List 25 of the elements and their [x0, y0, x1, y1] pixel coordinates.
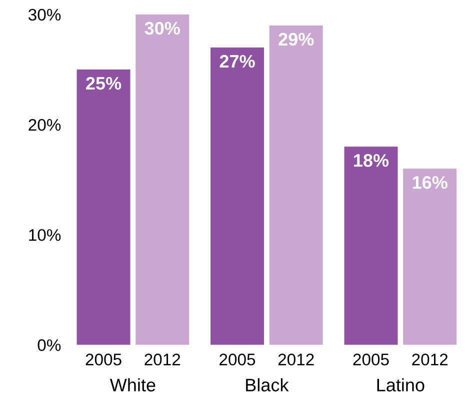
bar: [76, 70, 130, 345]
text: 2012: [278, 354, 314, 366]
y-tick-label: 20%: [28, 118, 61, 131]
data-label: 25%: [86, 76, 122, 90]
text: 2005: [220, 354, 256, 366]
x-tick-label: White: [110, 378, 156, 392]
bar: [136, 14, 190, 345]
y-tick-label: 10%: [29, 229, 61, 241]
data-label: 16%: [412, 176, 448, 189]
series-label: 2012: [144, 354, 180, 366]
y-tick-label: 0%: [38, 339, 61, 352]
text: 2005: [353, 354, 389, 366]
series-label: 2005: [86, 354, 122, 366]
data-label: 27%: [220, 54, 255, 68]
y-tick-label: 30%: [28, 8, 61, 21]
bar: [269, 25, 323, 345]
data-label: 30%: [144, 22, 180, 35]
bar: [344, 146, 398, 345]
x-tick-label: Latino: [377, 378, 424, 392]
bar: [210, 47, 264, 345]
data-label: 18%: [354, 154, 389, 167]
bar: [403, 168, 457, 345]
text: 2012: [412, 354, 448, 366]
data-label: 29%: [278, 32, 314, 46]
x-tick-label: Black: [246, 378, 289, 392]
